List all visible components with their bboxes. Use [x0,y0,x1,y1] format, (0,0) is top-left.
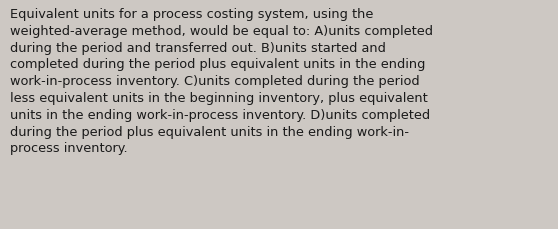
Text: Equivalent units for a process costing system, using the
weighted-average method: Equivalent units for a process costing s… [10,8,433,155]
